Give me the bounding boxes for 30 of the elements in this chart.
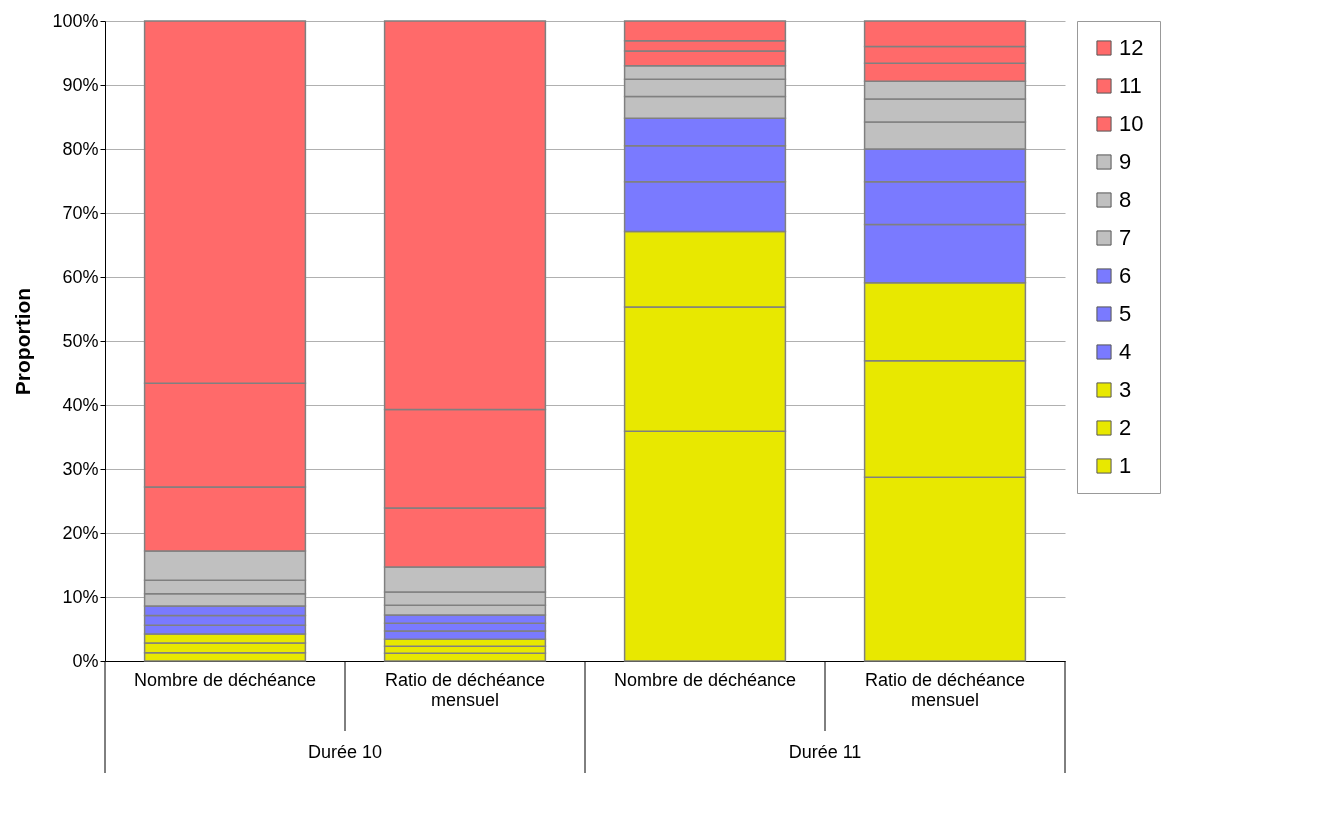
y-tick-label: 80%: [62, 138, 99, 159]
y-tick-label: 90%: [62, 74, 99, 95]
y-tick-label: 20%: [62, 522, 99, 543]
y-tick-label: 0%: [72, 650, 99, 671]
legend-label: 1: [1119, 453, 1132, 478]
y-tick-label: 60%: [62, 266, 99, 287]
y-tick-label: 10%: [62, 586, 99, 607]
y-tick-label: 50%: [62, 330, 99, 351]
legend-label: 9: [1119, 149, 1132, 174]
legend-label: 3: [1119, 377, 1132, 402]
y-tick-label: 40%: [62, 394, 99, 415]
text: Durée 10: [307, 742, 383, 762]
x-tick-label: Nombre de déchéance: [613, 669, 797, 690]
y-tick-label: 70%: [62, 202, 99, 223]
text: Durée 11: [788, 742, 862, 762]
y-tick-label: 100%: [52, 10, 99, 31]
y-axis-title: Proportion: [11, 287, 35, 396]
legend-label: 12: [1119, 35, 1144, 60]
legend-label: 10: [1119, 111, 1144, 136]
legend-label: 11: [1119, 73, 1142, 98]
legend-label: 2: [1119, 415, 1132, 440]
x-tick-label: Ratio de déchéance mensuel: [864, 669, 1026, 710]
legend-label: 6: [1119, 263, 1132, 288]
x-tick-label: Nombre de déchéance: [133, 669, 317, 690]
legend-label: 7: [1119, 225, 1132, 250]
legend-label: 5: [1119, 301, 1132, 326]
legend-label: 4: [1119, 339, 1132, 364]
x-tick-label: Ratio de déchéance mensuel: [384, 669, 546, 710]
y-tick-label: 30%: [62, 458, 99, 479]
legend-label: 8: [1119, 187, 1132, 212]
